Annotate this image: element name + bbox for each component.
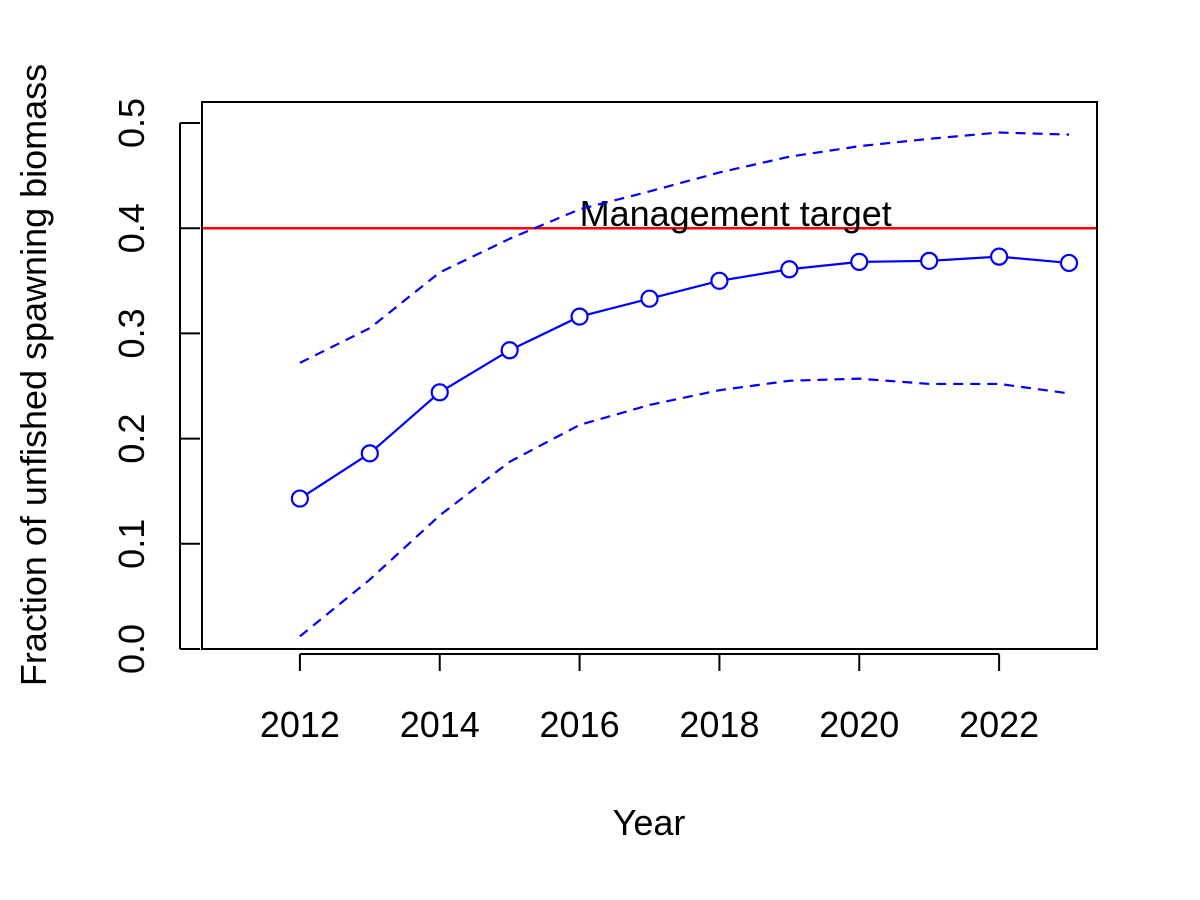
- series-0-point: [990, 247, 1009, 266]
- y-axis-title: Fraction of unfished spawning biomass: [13, 64, 54, 686]
- ticks-layer: 2012 2014 2016 2018 2020 2022 0.0 0.1 0.2 0.3 0.4 0…: [111, 98, 1039, 745]
- y-tick-label: 0.3: [111, 308, 152, 358]
- x-tick-label: 2014: [400, 704, 480, 745]
- series-0-point: [850, 252, 869, 271]
- series-0-point: [920, 251, 939, 270]
- plot-frame: [201, 101, 1098, 650]
- x-tick-label: 2012: [260, 704, 340, 745]
- x-tick-label: 2018: [679, 704, 759, 745]
- x-tick-label: 2022: [959, 704, 1039, 745]
- series-0-point: [360, 444, 379, 463]
- x-axis-title: Year: [613, 802, 686, 843]
- series-0-point: [640, 289, 659, 308]
- plot-layer: Management target: [202, 131, 1097, 638]
- series-0-point: [430, 383, 449, 402]
- reference-line-label: Management target: [580, 193, 892, 234]
- x-tick-label: 2016: [540, 704, 620, 745]
- series-0-point: [710, 271, 729, 290]
- y-tick-label: 0.1: [111, 519, 152, 569]
- y-tick-label: 0.0: [111, 624, 152, 674]
- series-0-point: [570, 307, 589, 326]
- series-0-point: [780, 260, 799, 279]
- series-0-line: [299, 255, 1070, 500]
- series-0-point: [1059, 253, 1079, 273]
- y-tick-label: 0.2: [111, 414, 152, 464]
- series-2-line: [299, 377, 1070, 638]
- series-1-line: [299, 131, 1070, 364]
- y-tick-label: 0.5: [111, 98, 152, 148]
- y-tick-label: 0.4: [111, 203, 152, 253]
- series-0-point: [500, 341, 519, 360]
- x-tick-label: 2020: [819, 704, 899, 745]
- series-0-point: [290, 489, 309, 508]
